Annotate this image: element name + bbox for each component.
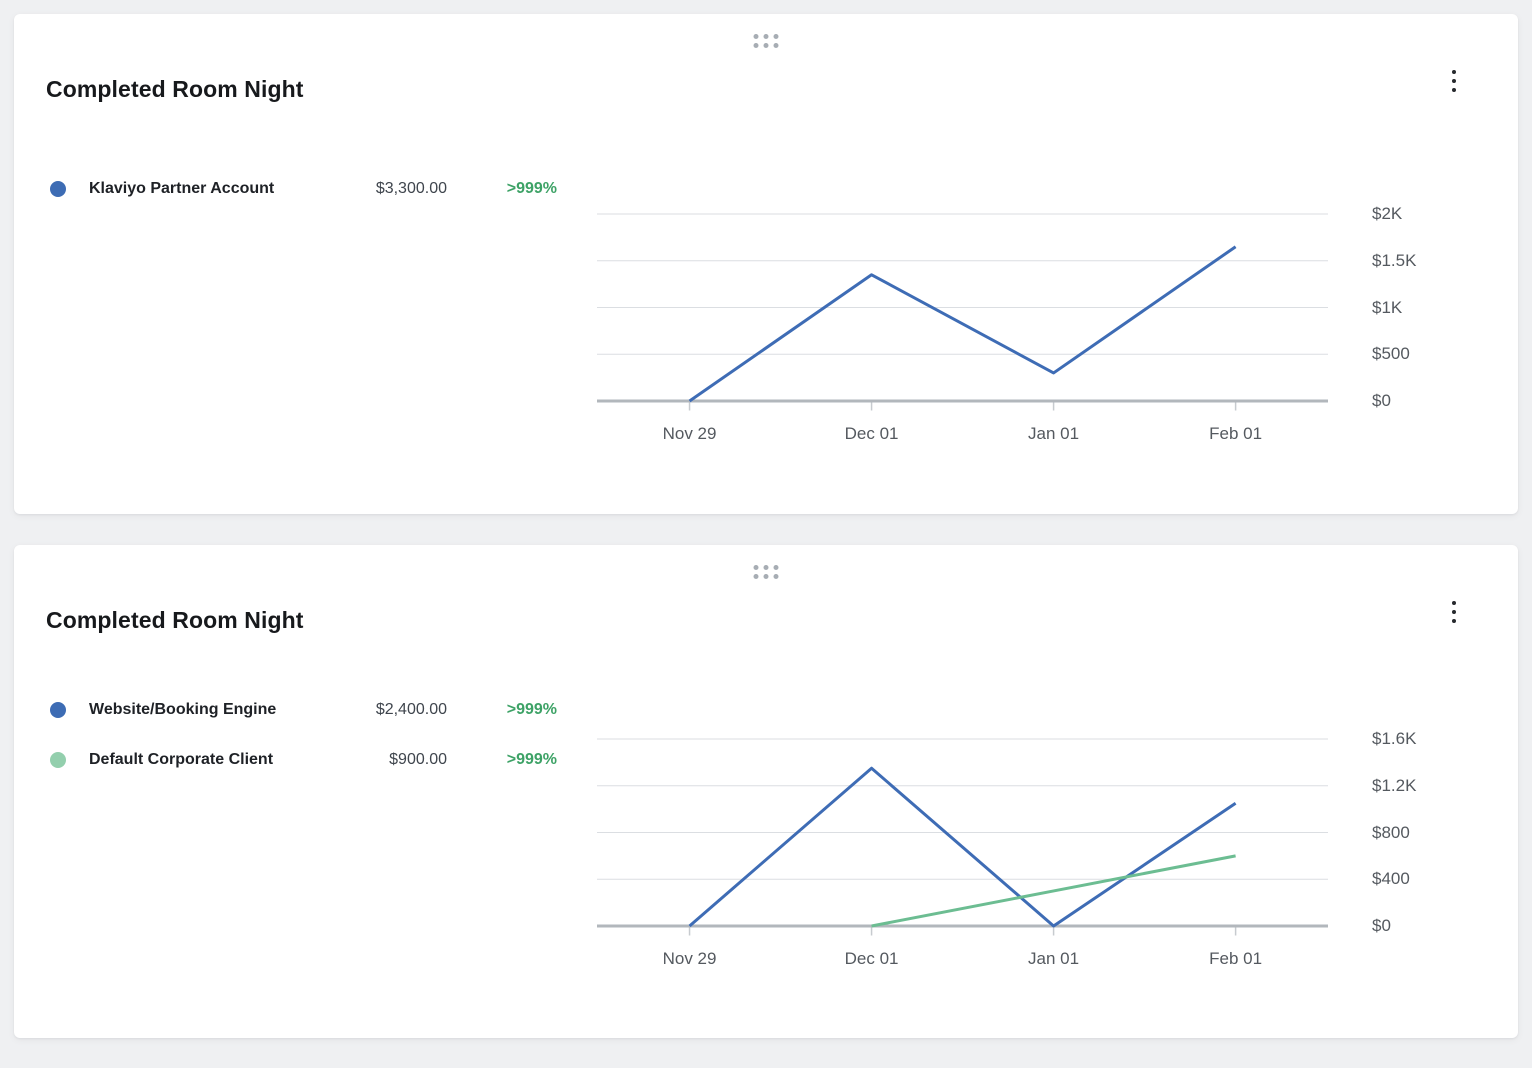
series-change-badge: >999% bbox=[506, 701, 557, 718]
drag-handle-icon[interactable] bbox=[748, 28, 785, 54]
card-title: Completed Room Night bbox=[46, 607, 304, 633]
legend-item[interactable]: Website/Booking Engine $2,400.00 >999% bbox=[50, 697, 580, 723]
metric-card-completed-room-night-1: Completed Room Night Klaviyo Partner Acc… bbox=[14, 14, 1518, 514]
series-color-dot bbox=[50, 181, 66, 197]
y-axis-labels: $1.6K $1.2K $800 $400 $0 bbox=[1372, 720, 1492, 940]
series-value: $2,400.00 bbox=[375, 701, 447, 718]
legend-item[interactable]: Klaviyo Partner Account $3,300.00 >999% bbox=[50, 176, 580, 202]
line-chart[interactable]: Nov 29 Dec 01 Jan 01 Feb 01 $1.6K $1.2K $800 $… bbox=[597, 720, 1517, 990]
y-axis-tick-label: $0 bbox=[1372, 916, 1391, 935]
x-axis-tick-label: Nov 29 bbox=[662, 949, 717, 968]
line-chart-canvas bbox=[597, 213, 1328, 411]
drag-handle-icon[interactable] bbox=[748, 559, 785, 585]
chart-legend: Website/Booking Engine $2,400.00 >999% D… bbox=[50, 697, 580, 797]
y-axis-tick-label: $800 bbox=[1372, 822, 1410, 842]
y-axis-tick-label: $1.2K bbox=[1372, 775, 1417, 795]
series-label: Default Corporate Client bbox=[89, 751, 274, 768]
series-change-badge: >999% bbox=[506, 751, 557, 768]
x-axis-tick-label: Feb 01 bbox=[1209, 949, 1263, 968]
kebab-menu-button[interactable] bbox=[1438, 64, 1470, 98]
x-axis-tick-label: Dec 01 bbox=[844, 424, 899, 443]
kebab-menu-button[interactable] bbox=[1438, 595, 1470, 629]
x-axis-tick-label: Dec 01 bbox=[844, 949, 899, 968]
x-axis-tick-label: Jan 01 bbox=[1028, 949, 1080, 968]
series-line bbox=[871, 854, 1236, 928]
legend-item[interactable]: Default Corporate Client $900.00 >999% bbox=[50, 747, 580, 773]
series-change-badge: >999% bbox=[506, 180, 557, 197]
y-axis-tick-label: $1K bbox=[1372, 297, 1403, 317]
series-line bbox=[688, 245, 1237, 403]
series-value: $3,300.00 bbox=[375, 180, 447, 197]
x-axis-tick-label: Jan 01 bbox=[1028, 424, 1080, 443]
y-axis-tick-label: $2K bbox=[1372, 204, 1403, 223]
card-title: Completed Room Night bbox=[46, 76, 304, 102]
series-line bbox=[688, 766, 1237, 928]
line-chart[interactable]: Nov 29 Dec 01 Jan 01 Feb 01 $2K $1.5K $1K $500… bbox=[597, 195, 1517, 465]
y-axis-tick-label: $1.6K bbox=[1372, 729, 1417, 748]
series-label: Website/Booking Engine bbox=[89, 701, 277, 718]
chart-legend: Klaviyo Partner Account $3,300.00 >999% bbox=[50, 176, 580, 226]
series-color-dot bbox=[50, 752, 66, 768]
series-label: Klaviyo Partner Account bbox=[89, 180, 275, 197]
y-axis-tick-label: $400 bbox=[1372, 869, 1410, 889]
x-axis-labels: Nov 29 Dec 01 Jan 01 Feb 01 bbox=[597, 421, 1328, 447]
series-value: $900.00 bbox=[389, 751, 447, 768]
x-axis-tick-label: Feb 01 bbox=[1209, 424, 1263, 443]
y-axis-tick-label: $500 bbox=[1372, 344, 1410, 364]
y-axis-tick-label: $0 bbox=[1372, 391, 1391, 410]
x-axis-labels: Nov 29 Dec 01 Jan 01 Feb 01 bbox=[597, 946, 1328, 972]
series-color-dot bbox=[50, 702, 66, 718]
line-chart-canvas bbox=[597, 738, 1328, 936]
metric-card-completed-room-night-2: Completed Room Night Website/Booking Eng… bbox=[14, 545, 1518, 1038]
y-axis-labels: $2K $1.5K $1K $500 $0 bbox=[1372, 195, 1492, 415]
y-axis-tick-label: $1.5K bbox=[1372, 250, 1417, 270]
x-axis-tick-label: Nov 29 bbox=[662, 424, 717, 443]
